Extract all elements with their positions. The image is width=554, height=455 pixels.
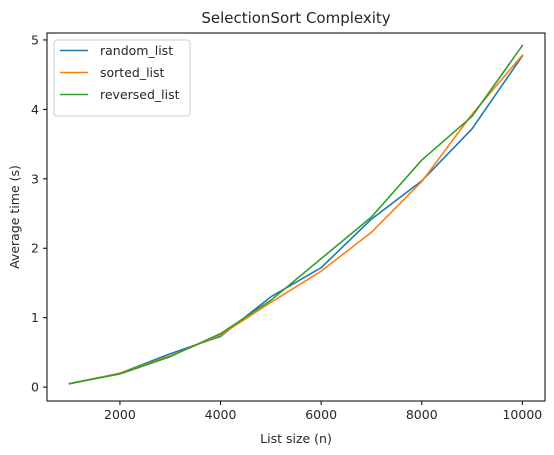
y-tick-label: 5: [31, 32, 39, 47]
y-tick-label: 3: [31, 171, 39, 186]
legend-label: reversed_list: [100, 87, 180, 102]
y-axis-label: Average time (s): [7, 165, 22, 269]
series-line-random-list: [68, 54, 524, 385]
x-tick-label: 2000: [104, 407, 136, 422]
legend-label: random_list: [100, 43, 173, 58]
series-line-reversed-list: [68, 44, 524, 385]
x-tick-label: 10000: [502, 407, 542, 422]
y-tick-label: 0: [31, 380, 39, 395]
x-tick-label: 6000: [305, 407, 337, 422]
x-tick-label: 8000: [406, 407, 438, 422]
chart-title: SelectionSort Complexity: [201, 9, 390, 27]
plot-frame: [46, 32, 546, 402]
legend: random_list sorted_list reversed_list: [53, 39, 191, 117]
x-axis-label: List size (n): [260, 431, 332, 446]
y-tick-label: 1: [31, 310, 39, 325]
legend-box: [53, 39, 191, 117]
y-tick-label: 2: [31, 241, 39, 256]
x-tick-label: 4000: [205, 407, 237, 422]
legend-label: sorted_list: [100, 65, 165, 80]
y-tick-label: 4: [31, 102, 39, 117]
